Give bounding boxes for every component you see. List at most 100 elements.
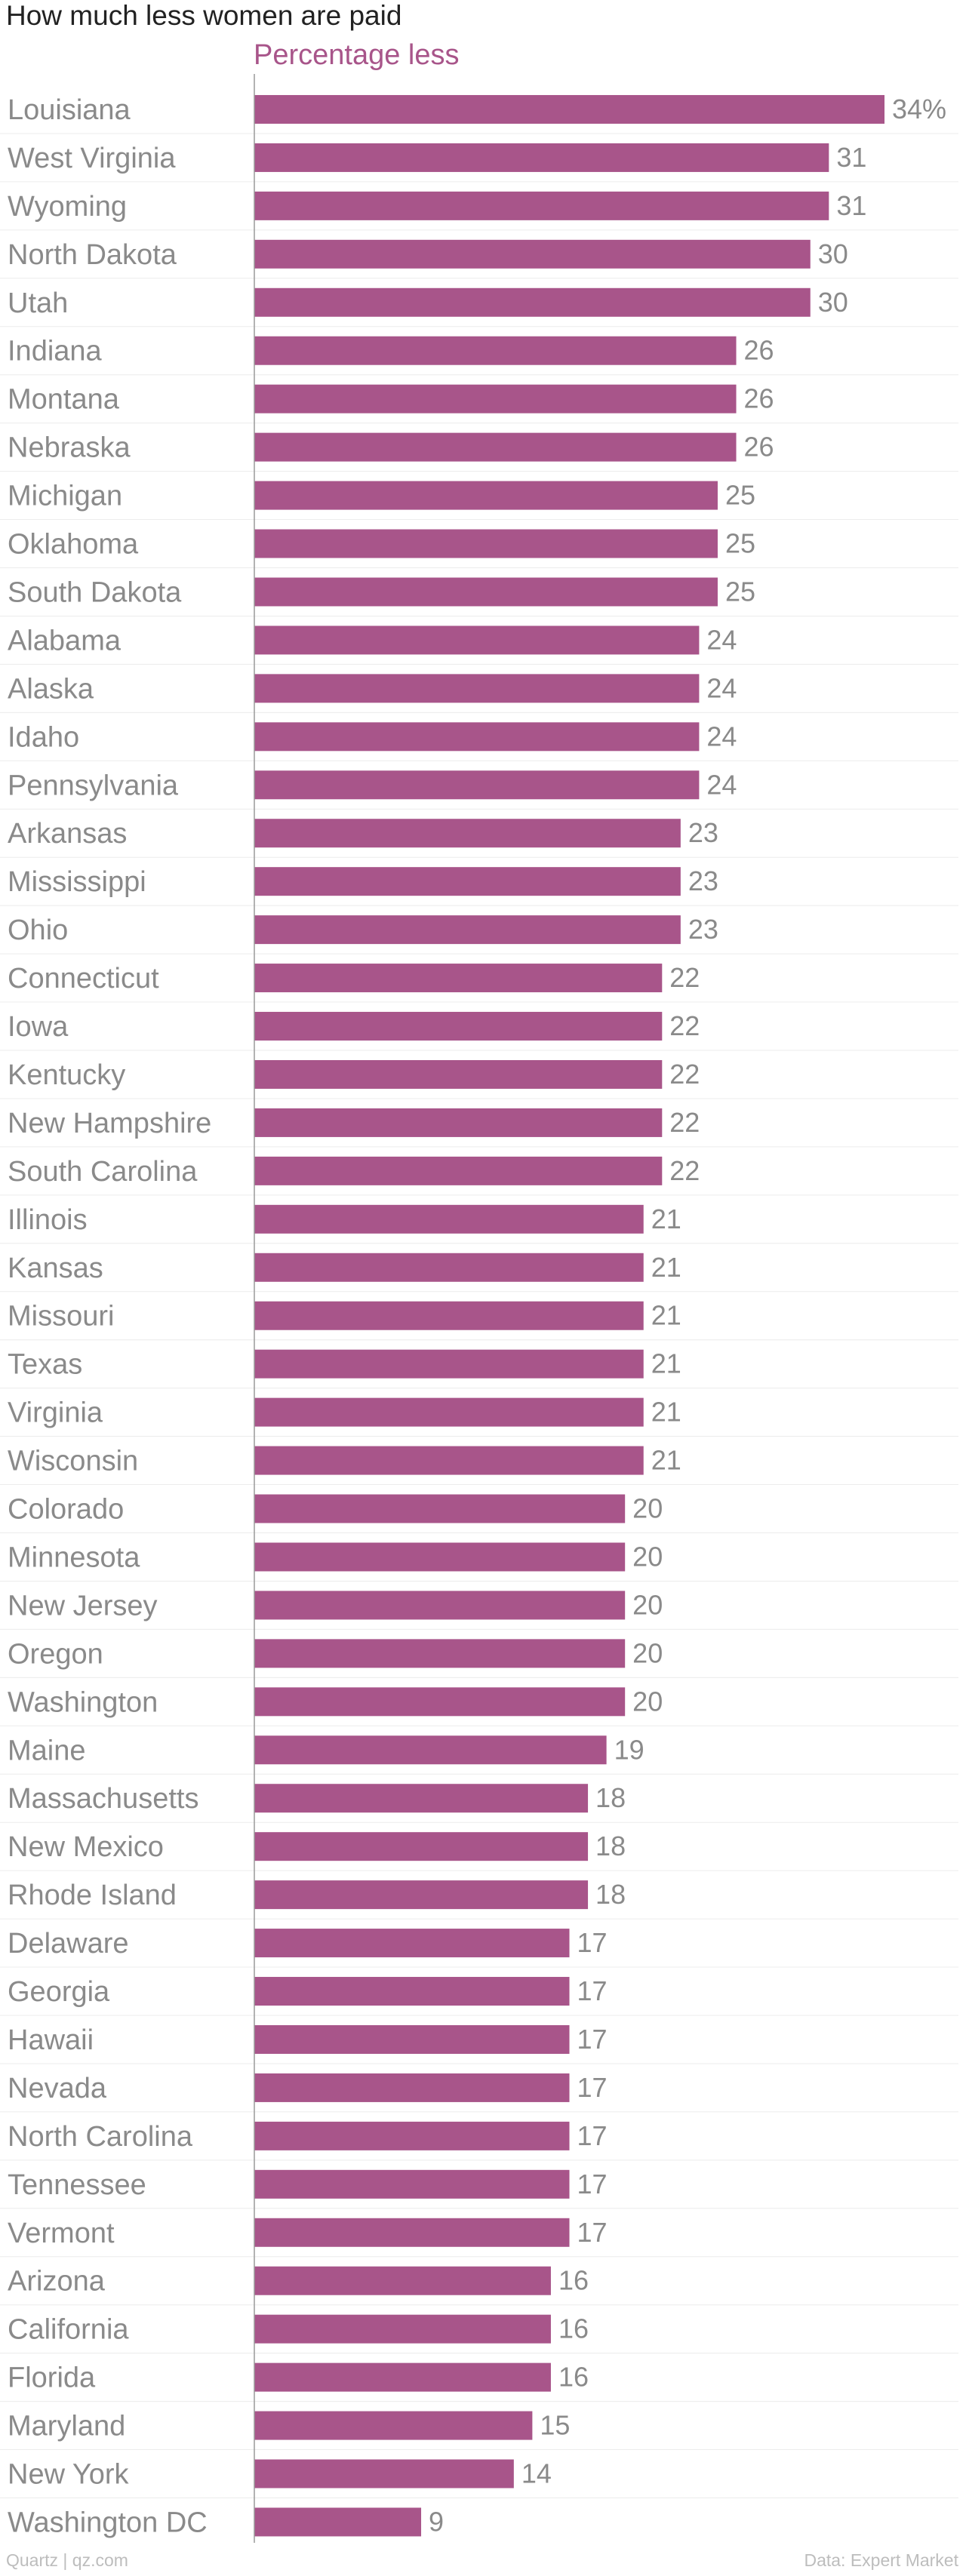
value-label: 18 [595, 1879, 626, 1910]
category-label: North Carolina [8, 2121, 193, 2153]
bar [254, 1735, 607, 1765]
category-label: Virginia [8, 1397, 103, 1429]
value-label: 21 [651, 1300, 681, 1331]
bar [254, 2266, 551, 2295]
bar [254, 964, 663, 993]
value-label: 34% [892, 94, 946, 124]
category-label: New Jersey [8, 1590, 158, 1622]
bar [254, 915, 681, 945]
value-label: 17 [577, 2217, 608, 2248]
category-label: Oregon [8, 1638, 103, 1670]
bar [254, 1397, 644, 1427]
bar [254, 336, 737, 365]
footer-source-left: Quartz | qz.com [6, 2550, 128, 2570]
value-label: 16 [558, 2313, 589, 2344]
category-label: Illinois [8, 1204, 88, 1236]
category-label: South Carolina [8, 1156, 198, 1188]
value-label: 23 [688, 914, 718, 945]
value-label: 22 [669, 1010, 700, 1041]
category-label: Florida [8, 2362, 96, 2394]
category-label: Nebraska [8, 432, 131, 464]
category-label: New Mexico [8, 1831, 164, 1863]
category-label: Oklahoma [8, 529, 139, 561]
category-label: Iowa [8, 1011, 69, 1043]
bar [254, 1639, 626, 1668]
footer-source-right: Data: Expert Market [804, 2550, 958, 2570]
value-label: 26 [744, 432, 774, 463]
bar [254, 94, 884, 124]
category-label: Connecticut [8, 963, 159, 994]
bar [254, 2314, 551, 2344]
bar [254, 432, 737, 462]
value-label: 17 [577, 2072, 608, 2103]
category-label: Georgia [8, 1976, 110, 2008]
value-label: 22 [669, 1155, 700, 1186]
value-label: 22 [669, 1107, 700, 1138]
value-label: 16 [558, 2265, 589, 2296]
value-label: 30 [818, 238, 848, 269]
value-label: 24 [706, 721, 737, 752]
bar [254, 143, 829, 172]
value-label: 9 [429, 2506, 444, 2537]
category-label: Arkansas [8, 818, 127, 850]
bar [254, 1687, 626, 1717]
value-label: 21 [651, 1445, 681, 1476]
value-label: 17 [577, 2169, 608, 2199]
category-label: Alaska [8, 673, 94, 705]
value-label: 23 [688, 817, 718, 848]
category-label: Utah [8, 287, 68, 319]
category-label: Nevada [8, 2073, 107, 2104]
bar [254, 1832, 589, 1861]
value-label: 17 [577, 1975, 608, 2006]
value-label: 31 [836, 190, 866, 221]
bar [254, 1542, 626, 1572]
category-label: Maryland [8, 2411, 125, 2442]
value-label: 23 [688, 865, 718, 896]
category-label: Michigan [8, 481, 122, 512]
bar [254, 1784, 589, 1813]
category-label: New York [8, 2459, 130, 2491]
value-label: 20 [632, 1686, 663, 1717]
bar [254, 191, 829, 220]
value-label: 22 [669, 962, 700, 993]
value-label: 25 [725, 480, 755, 511]
category-label: Massachusetts [8, 1783, 198, 1815]
value-label: 18 [595, 1831, 626, 1861]
bar [254, 384, 737, 413]
value-label: 18 [595, 1782, 626, 1813]
bar [254, 674, 700, 703]
value-label: 17 [577, 2024, 608, 2055]
category-label: Washington [8, 1686, 158, 1718]
category-label: New Hampshire [8, 1108, 211, 1139]
bar [254, 2507, 422, 2537]
chart-title: How much less women are paid [6, 0, 402, 31]
bar [254, 1156, 663, 1185]
bar [254, 867, 681, 896]
category-label: South Dakota [8, 576, 182, 608]
category-label: Texas [8, 1349, 82, 1381]
bar [254, 1012, 663, 1041]
value-label: 20 [632, 1589, 663, 1620]
bar [254, 722, 700, 752]
bar [254, 1301, 644, 1330]
value-label: 24 [706, 624, 737, 655]
category-label: Hawaii [8, 2024, 94, 2056]
bar [254, 2073, 570, 2102]
bar [254, 1059, 663, 1089]
category-label: Ohio [8, 915, 68, 946]
value-label: 25 [725, 528, 755, 559]
category-label: Missouri [8, 1301, 114, 1333]
bar [254, 1349, 644, 1379]
value-label: 21 [651, 1252, 681, 1283]
category-label: Colorado [8, 1494, 124, 1526]
value-label: 22 [669, 1059, 700, 1090]
category-label: Alabama [8, 625, 122, 656]
category-label: Montana [8, 384, 120, 416]
category-label: Mississippi [8, 866, 146, 898]
value-label: 26 [744, 383, 774, 414]
bar [254, 1108, 663, 1137]
series-label: Percentage less [254, 39, 460, 71]
category-label: Minnesota [8, 1542, 140, 1573]
category-label: Washington DC [8, 2507, 208, 2538]
category-label: North Dakota [8, 239, 177, 271]
